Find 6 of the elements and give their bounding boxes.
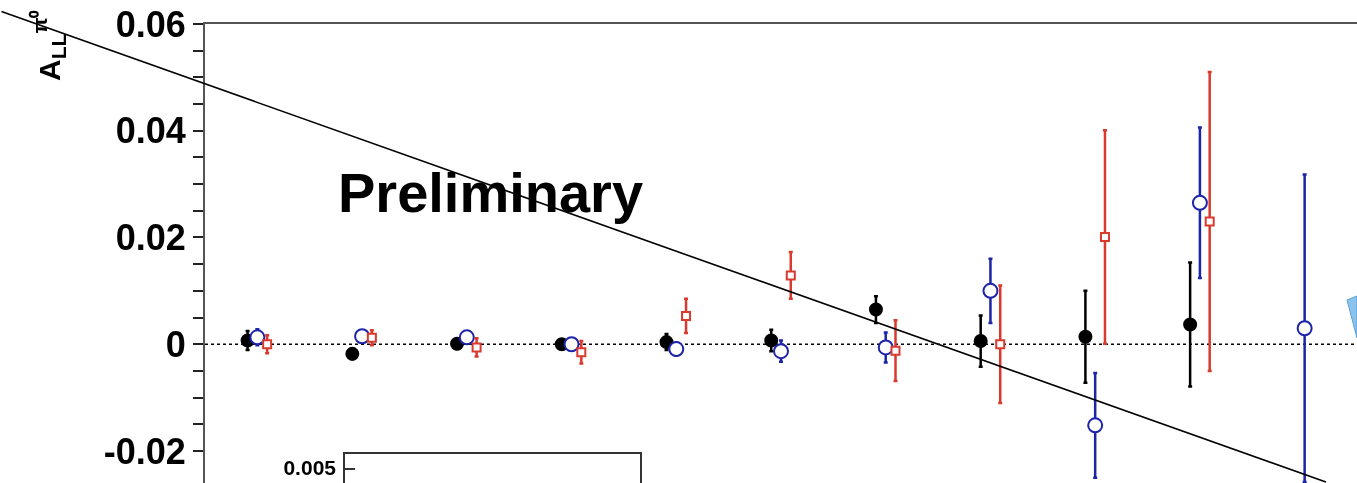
y-tick-label: 0.06 [115,3,186,45]
annotation: 0.005 [283,456,336,479]
y-tick-label: -0.02 [103,430,186,472]
y-tick-label: 0.02 [115,217,186,259]
y-tick-label: 0.04 [115,110,186,152]
y-tick-label: 0 [165,323,186,365]
